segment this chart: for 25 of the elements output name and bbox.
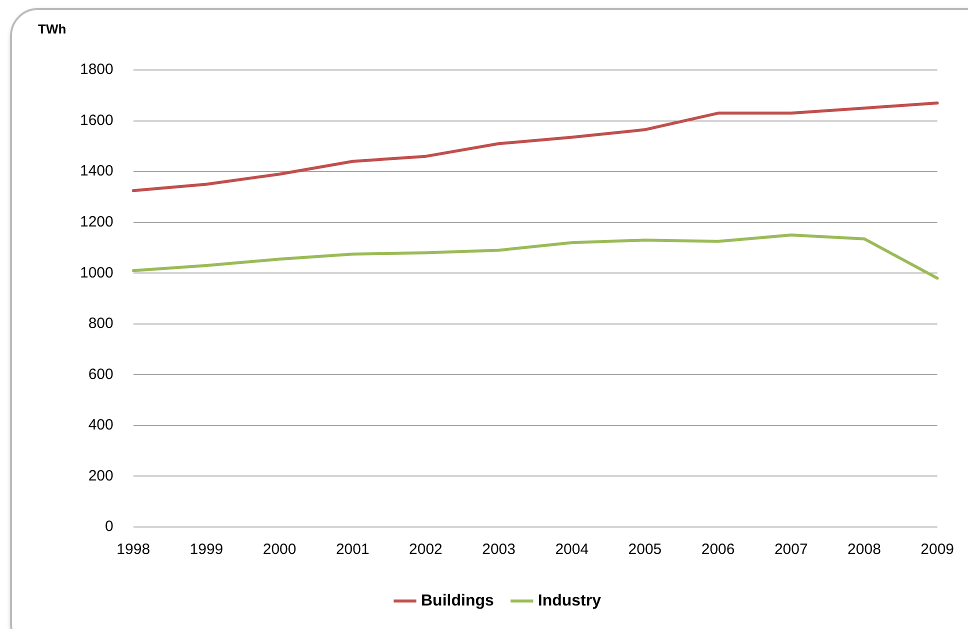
- x-tick-label: 2005: [628, 541, 662, 558]
- y-tick-label: 800: [88, 315, 114, 332]
- y-tick-label: 200: [88, 467, 114, 484]
- x-tick-label: 2000: [262, 541, 296, 558]
- y-tick-label: 0: [105, 518, 114, 536]
- x-tick-label: 2006: [701, 541, 735, 558]
- y-tick-label: 1800: [80, 61, 114, 78]
- x-tick-label: 2007: [774, 541, 808, 558]
- y-tick-label: 400: [88, 416, 114, 434]
- x-tick-label: 1999: [190, 541, 224, 558]
- y-axis-title: TWh: [38, 22, 66, 37]
- y-tick-label: 1200: [80, 213, 114, 230]
- x-tick-label: 2004: [555, 541, 589, 558]
- x-tick-label: 2008: [848, 541, 881, 558]
- legend-label: Buildings: [421, 592, 494, 610]
- x-tick-label: 1998: [116, 541, 150, 558]
- y-tick-label: 1400: [80, 162, 114, 180]
- x-tick-label: 2003: [482, 541, 516, 558]
- x-tick-label: 2001: [336, 541, 370, 558]
- y-tick-label: 600: [88, 366, 114, 383]
- y-tick-label: 1600: [80, 112, 114, 129]
- x-tick-label: 2002: [409, 541, 442, 558]
- x-tick-label: 2009: [920, 541, 954, 558]
- y-tick-label: 1000: [80, 264, 114, 282]
- legend-label: Industry: [538, 592, 602, 610]
